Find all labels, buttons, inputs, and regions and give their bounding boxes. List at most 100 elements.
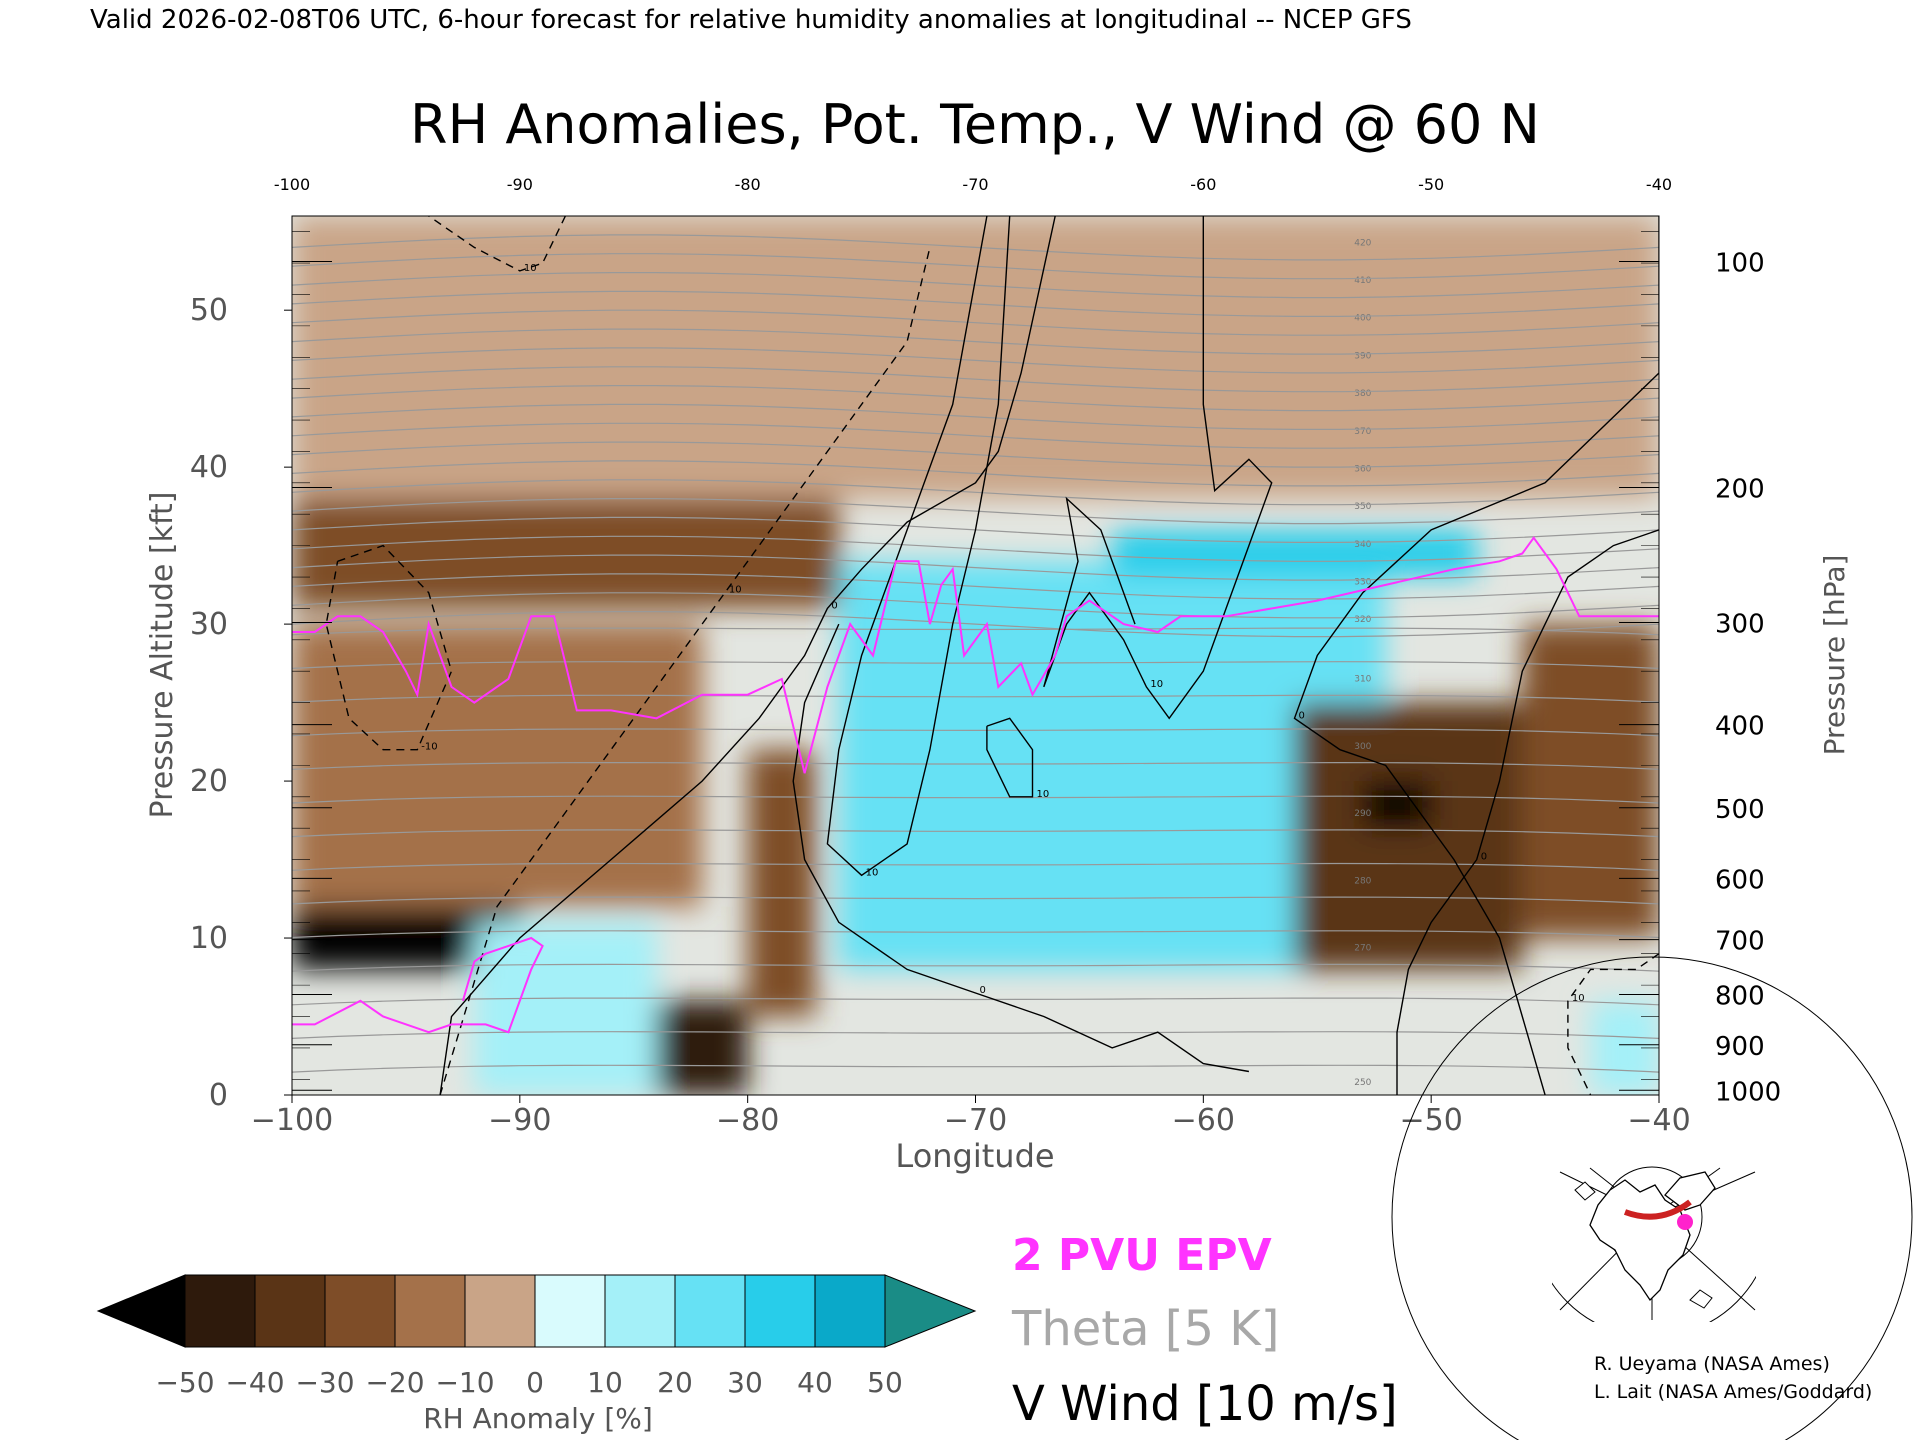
y-tick-label: 10	[190, 921, 228, 956]
pressure-axis: 100 200 300 400 500 600 700 800 900 1000	[1715, 249, 1781, 1108]
legend-epv: 2 PVU EPV	[1012, 1230, 1272, 1281]
epv-2pvu-lower-line	[292, 936, 544, 1034]
rh-anomaly-patch	[292, 498, 839, 609]
rh-anomaly-patch	[1362, 781, 1432, 829]
colorbar-tick-label: 20	[657, 1366, 693, 1399]
v-wind-contour-0	[439, 216, 1056, 1095]
theta-isentropes: 250 270 280 290 300 310 320 330 340 350 360 370 380 3…	[292, 234, 1659, 1088]
pressure-tick-label: 400	[1715, 712, 1765, 742]
y-tick-label: 50	[190, 293, 228, 328]
theta-380-line	[292, 385, 1659, 412]
x-top-axis: -100 -90 -80 -70 -60 -50 -40	[274, 175, 1672, 194]
x-axis-label: Longitude	[895, 1137, 1054, 1175]
v-wind-contour-2	[826, 216, 1011, 877]
map-track-line	[1623, 1199, 1692, 1220]
theta-380-label: 380	[1354, 389, 1371, 399]
theta-355-line	[292, 479, 1659, 506]
theta-385-line	[292, 366, 1659, 393]
theta-420-line	[292, 234, 1659, 261]
rh-anomaly-field	[292, 216, 1659, 1095]
theta-250-line	[292, 1064, 1659, 1073]
colorbar-segment	[394, 1274, 466, 1348]
theta-320-line	[292, 610, 1659, 638]
x-top-tick-label: -90	[507, 175, 533, 194]
theta-265-line	[292, 963, 1659, 972]
theta-255-line	[292, 1031, 1659, 1039]
pressure-tick-label: 900	[1715, 1032, 1765, 1062]
v-wind-contour-8	[439, 247, 931, 1095]
credit-line-2: L. Lait (NASA Ames/Goddard)	[1594, 1381, 1872, 1403]
rh-anomaly-patch	[292, 624, 703, 907]
colorbar-segment	[604, 1274, 676, 1348]
x-tick-label: −100	[251, 1103, 333, 1138]
theta-275-line	[292, 896, 1659, 905]
theta-350-label: 350	[1354, 502, 1371, 512]
theta-320-label: 320	[1354, 615, 1371, 625]
colorbar-tick-label: 40	[797, 1366, 833, 1399]
colorbar-segment	[674, 1274, 746, 1348]
theta-350-line	[292, 498, 1659, 525]
theta-360-label: 360	[1354, 464, 1371, 474]
theta-410-line	[292, 272, 1659, 299]
x-top-tick-label: -60	[1190, 175, 1216, 194]
x-top-tick-label: -70	[962, 175, 988, 194]
colorbar-tick-label: 30	[727, 1366, 763, 1399]
legend-vwind: V Wind [10 m/s]	[1012, 1376, 1398, 1432]
colorbar-over-arrow	[884, 1274, 977, 1348]
x-axis: −100 −90 −80 −70 −60 −50 −40	[251, 1095, 1691, 1138]
rh-anomaly-patch	[1522, 624, 1659, 939]
theta-295-line	[292, 761, 1659, 770]
colorbar-tick-label: −10	[435, 1366, 494, 1399]
colorbar-segment	[814, 1274, 886, 1348]
theta-410-label: 410	[1354, 276, 1371, 286]
rh-anomaly-patch	[1294, 702, 1523, 970]
v-wind-contour-label: 10	[729, 585, 742, 596]
theta-290-label: 290	[1354, 809, 1371, 819]
theta-330-line	[292, 573, 1659, 600]
v-wind-contour-label: 10	[1036, 789, 1049, 800]
theta-400-label: 400	[1354, 314, 1371, 324]
pressure-tick-label: 600	[1715, 865, 1765, 895]
theta-365-line	[292, 441, 1659, 468]
v-wind-contour-label: 10	[866, 867, 879, 878]
v-wind-contour-label: 0	[980, 985, 986, 996]
colorbar-tick-label: −40	[225, 1366, 284, 1399]
v-wind-contour-label: 0	[1298, 710, 1304, 721]
colorbar-segment	[744, 1274, 816, 1348]
pressure-tick-label: 800	[1715, 982, 1765, 1012]
y-tick-label: 30	[190, 607, 228, 642]
colorbar-segment	[464, 1274, 536, 1348]
locator-map	[1391, 956, 1913, 1440]
y-tick-label: 0	[209, 1078, 228, 1113]
legend-theta: Theta [5 K]	[1011, 1301, 1280, 1357]
theta-390-label: 390	[1354, 351, 1371, 361]
x-tick-label: −50	[1400, 1103, 1463, 1138]
v-wind-contour-7	[428, 216, 567, 272]
x-tick-label: −60	[1172, 1103, 1235, 1138]
theta-285-line	[292, 829, 1659, 838]
x-tick-label: −70	[944, 1103, 1007, 1138]
epv-2pvu-contour	[292, 536, 1659, 1034]
pressure-axis-label: Pressure [hPa]	[1818, 555, 1851, 756]
v-wind-contour-5	[1293, 216, 1659, 1095]
theta-370-label: 370	[1354, 427, 1371, 437]
theta-335-line	[292, 554, 1659, 581]
theta-250-label: 250	[1354, 1078, 1371, 1088]
x-top-tick-label: -100	[274, 175, 310, 194]
v-wind-contour-label: 10	[1572, 993, 1585, 1004]
pressure-tick-label: 700	[1715, 927, 1765, 957]
v-wind-contour-4	[986, 717, 1034, 798]
theta-415-line	[292, 253, 1659, 280]
v-wind-contour-9	[325, 544, 453, 751]
v-wind-contour-6	[1396, 529, 1659, 1095]
colorbar-tick-label: 10	[587, 1366, 623, 1399]
theta-280-label: 280	[1354, 876, 1371, 886]
epv-2pvu-upper-line	[292, 536, 1659, 774]
v-wind-contour-label: 0	[1481, 852, 1487, 863]
theta-300-label: 300	[1354, 742, 1371, 752]
valid-time-line: Valid 2026-02-08T06 UTC, 6-hour forecast…	[90, 5, 1412, 35]
theta-290-line	[292, 795, 1659, 804]
theta-310-line	[292, 661, 1659, 669]
theta-270-line	[292, 930, 1659, 939]
